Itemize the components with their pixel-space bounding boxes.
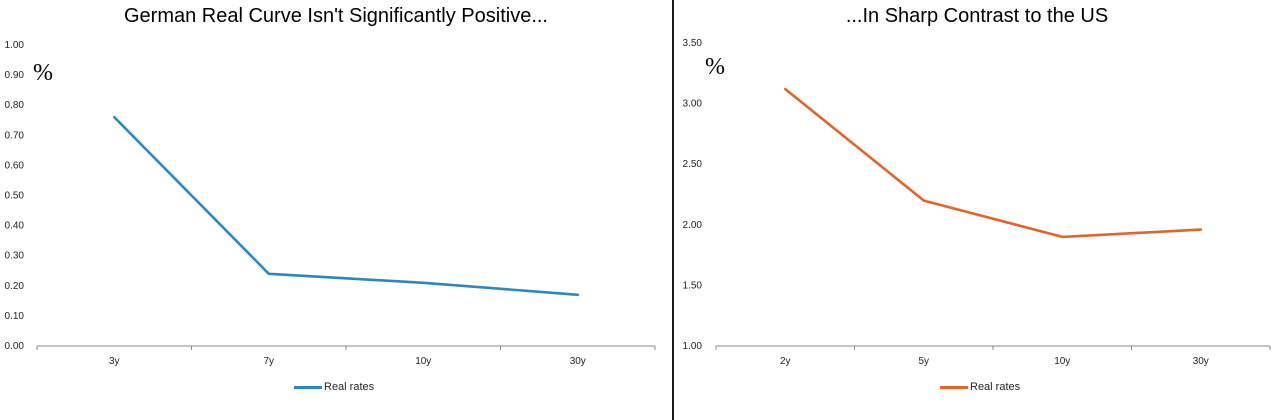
us-chart-plot: 1.00 1.50 2.00 2.50 3.00 3.50 2y 5y 10y 30y — [683, 38, 1271, 367]
german-y-tick-label: 0.50 — [5, 191, 25, 202]
german-y-tick-label: 0.80 — [5, 100, 25, 111]
german-y-tick-label: 0.30 — [5, 251, 25, 262]
german-x-tick-label: 30y — [570, 356, 586, 367]
us-chart-panel: ...In Sharp Contrast to the US % 1.00 1.5… — [674, 0, 1280, 420]
german-legend-swatch — [294, 385, 322, 389]
german-y-tick-label: 0.40 — [5, 221, 25, 232]
us-x-tick-label: 5y — [918, 356, 929, 367]
german-y-tick-label: 0.20 — [5, 281, 25, 292]
german-y-tick-label: 0.70 — [5, 130, 25, 141]
us-x-tick-label: 2y — [780, 356, 791, 367]
us-y-tick-label: 2.00 — [683, 220, 703, 231]
us-chart-title: ...In Sharp Contrast to the US — [845, 5, 1109, 27]
us-y-tick-label: 1.50 — [683, 280, 703, 291]
german-y-tick-label: 0.00 — [5, 341, 25, 352]
german-chart-panel: German Real Curve Isn't Significantly Po… — [5, 5, 656, 393]
german-legend-label: Real rates — [324, 381, 375, 393]
german-x-tick-label: 10y — [415, 356, 431, 367]
us-legend-label: Real rates — [970, 381, 1021, 393]
us-y-tick-label: 3.00 — [683, 99, 703, 110]
us-series-line — [784, 87, 1203, 239]
us-legend-swatch — [940, 385, 968, 389]
german-y-tick-label: 0.10 — [5, 311, 25, 322]
german-legend: Real rates — [294, 381, 374, 393]
german-unit-label: % — [33, 60, 53, 86]
panel-divider — [672, 0, 674, 420]
german-series-line — [113, 115, 580, 297]
us-y-tick-label: 3.50 — [683, 38, 703, 49]
german-chart-plot: 0.00 0.10 0.20 0.30 0.40 0.50 0.60 0.70 0.80 0.90… — [5, 40, 656, 367]
us-y-tick-label: 1.00 — [683, 341, 703, 352]
us-x-tick-label: 10y — [1054, 356, 1070, 367]
german-y-tick-label: 1.00 — [5, 40, 25, 51]
german-x-tick-label: 3y — [109, 356, 120, 367]
german-y-tick-label: 0.60 — [5, 160, 25, 171]
german-x-tick-label: 7y — [263, 356, 274, 367]
us-unit-label: % — [705, 54, 725, 80]
us-y-tick-label: 2.50 — [683, 159, 703, 170]
german-y-tick-label: 0.90 — [5, 70, 25, 81]
us-legend: Real rates — [940, 381, 1020, 393]
us-x-tick-label: 30y — [1193, 356, 1209, 367]
german-chart-title: German Real Curve Isn't Significantly Po… — [124, 5, 548, 27]
